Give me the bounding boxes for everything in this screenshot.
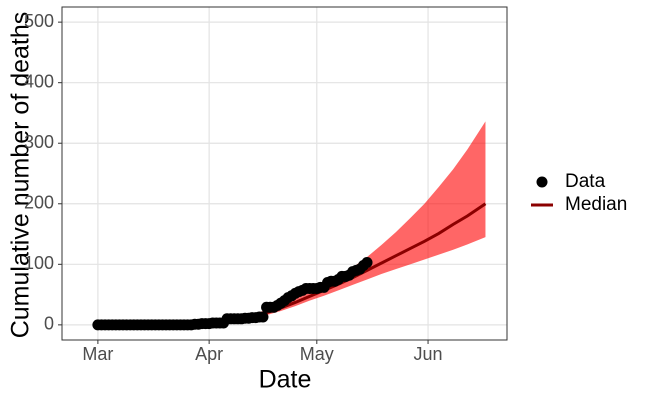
legend-label: Median	[565, 194, 627, 215]
data-point	[361, 257, 373, 269]
y-tick-label: 400	[24, 71, 54, 91]
y-tick-label: 0	[44, 314, 54, 334]
y-axis-title: Cumulative number of deaths	[7, 12, 35, 339]
uncertainty-band	[209, 121, 486, 325]
y-tick-label: 100	[24, 253, 54, 273]
plot-border	[61, 6, 508, 341]
x-tick-label: Jun	[414, 344, 443, 364]
x-tick-label: Apr	[195, 344, 223, 364]
y-tick-label: 300	[24, 132, 54, 152]
y-tick-label: 500	[24, 11, 54, 31]
legend-marker	[536, 176, 548, 188]
x-axis-title: Date	[259, 366, 312, 394]
x-tick-label: May	[300, 344, 334, 364]
y-tick-label: 200	[24, 193, 54, 213]
x-tick-label: Mar	[82, 344, 113, 364]
data-point	[257, 311, 269, 323]
legend-label: Data	[565, 171, 606, 192]
